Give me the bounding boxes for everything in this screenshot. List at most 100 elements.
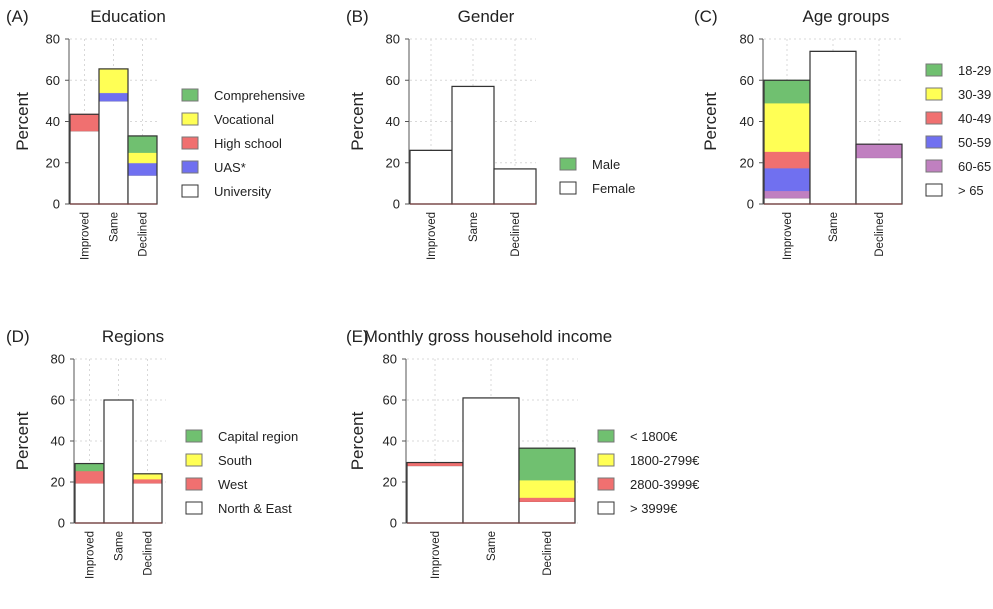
y-tick-label: 40 [740, 114, 754, 129]
y-tick-label: 20 [386, 155, 400, 170]
bar-segment-60-65-declined [855, 143, 903, 159]
bar-segment-uas-same [98, 92, 129, 102]
bar-segment-30-39-improved [763, 102, 811, 152]
x-tick-label-same: Same [109, 212, 121, 242]
chart-panel-1: 0 20 40 60 80 Improved Same Declined Percent (B) G… [346, 7, 635, 260]
bar-segment-uas-declined [127, 162, 158, 176]
bar-segment-2800-3999-declined [518, 496, 576, 502]
bar-segment-vocational-same [98, 68, 129, 94]
chart-title: Education [90, 7, 166, 26]
chart-title: Regions [102, 327, 164, 346]
legend-swatch-capital-region [185, 429, 203, 443]
legend-label-female: Female [592, 181, 635, 196]
bar-segment-vocational-declined [127, 151, 158, 164]
y-tick-label: 20 [740, 155, 754, 170]
y-tick-label: 0 [53, 197, 60, 212]
chart-title: Age groups [803, 7, 890, 26]
x-tick-label-declined: Declined [510, 212, 522, 257]
bar-segment-65-improved [763, 197, 811, 205]
y-tick-label: 40 [51, 434, 65, 449]
x-tick-label-improved: Improved [85, 531, 97, 579]
legend-swatch-comprehensive [181, 88, 199, 102]
legend-swatch-west [185, 477, 203, 491]
legend-swatch-50-59 [925, 135, 943, 149]
legend-swatch-university [181, 184, 199, 198]
legend-swatch-2800-3999 [597, 477, 615, 491]
y-axis-label: Percent [13, 411, 32, 470]
chart-title: Gender [458, 7, 515, 26]
legend-label-50-59: 50-59 [958, 135, 991, 150]
y-tick-label: 0 [393, 197, 400, 212]
y-tick-label: 40 [383, 434, 397, 449]
x-tick-label-same: Same [486, 531, 498, 561]
y-tick-label: 20 [383, 475, 397, 490]
y-axis-label: Percent [348, 411, 367, 470]
legend-swatch-65 [925, 183, 943, 197]
legend-label-male: Male [592, 157, 620, 172]
x-tick-label-declined: Declined [143, 531, 155, 576]
x-tick-label-declined: Declined [874, 212, 886, 257]
bar-segment-high-school-improved [69, 113, 100, 132]
bar-segment-west-declined [132, 478, 163, 484]
bar-segment-west-improved [74, 470, 105, 484]
y-tick-label: 40 [46, 114, 60, 129]
bar-segment-capital-region-improved [74, 463, 105, 472]
legend-swatch-60-65 [925, 159, 943, 173]
legend-swatch-1800 [597, 429, 615, 443]
legend-swatch-female [559, 181, 577, 195]
y-tick-label: 60 [383, 393, 397, 408]
y-tick-label: 60 [46, 73, 60, 88]
bar-segment-university-same [98, 100, 129, 205]
legend-label-60-65: 60-65 [958, 159, 991, 174]
panel-label: (A) [6, 7, 29, 26]
legend-label-south: South [218, 453, 252, 468]
legend-label-65: > 65 [958, 183, 984, 198]
panel-label: (E) [346, 327, 369, 346]
legend-swatch-north-east [185, 501, 203, 515]
legend-swatch-18-29 [925, 63, 943, 77]
y-tick-label: 60 [386, 73, 400, 88]
x-tick-label-same: Same [114, 531, 126, 561]
y-tick-label: 80 [386, 32, 400, 47]
legend-swatch-south [185, 453, 203, 467]
y-tick-label: 60 [740, 73, 754, 88]
bar-segment-female-same [451, 85, 495, 205]
x-tick-label-declined: Declined [542, 531, 554, 576]
bar-segment-comprehensive-declined [127, 135, 158, 153]
y-tick-label: 80 [46, 32, 60, 47]
bar-segment-65-same [809, 50, 857, 205]
legend-label-vocational: Vocational [214, 112, 274, 127]
x-tick-label-improved: Improved [80, 212, 92, 260]
legend-swatch-3999 [597, 501, 615, 515]
legend-label-capital-region: Capital region [218, 429, 298, 444]
legend-label-1800: < 1800€ [630, 429, 678, 444]
bar-segment-1800-declined [518, 447, 576, 481]
bar-segment-65-declined [855, 157, 903, 205]
y-tick-label: 80 [51, 352, 65, 367]
bar-segment-university-declined [127, 174, 158, 205]
bar-segment-north-east-improved [74, 482, 105, 524]
legend-swatch-male [559, 157, 577, 171]
legend-label-1800-2799: 1800-2799€ [630, 453, 700, 468]
legend-label-comprehensive: Comprehensive [214, 88, 305, 103]
bar-segment-north-east-declined [132, 482, 163, 524]
legend-label-high-school: High school [214, 136, 282, 151]
chart-panel-0: 0 20 40 60 80 Improved Same Declined Percent (A) E… [6, 7, 305, 260]
legend-label-university: University [214, 184, 272, 199]
bar-segment-south-declined [132, 473, 163, 480]
y-tick-label: 20 [51, 475, 65, 490]
y-tick-label: 40 [386, 114, 400, 129]
y-tick-label: 80 [740, 32, 754, 47]
chart-title: Monthly gross household income [364, 327, 613, 346]
x-tick-label-improved: Improved [782, 212, 794, 260]
panel-label: (C) [694, 7, 718, 26]
y-tick-label: 0 [390, 516, 397, 531]
legend-label-3999: > 3999€ [630, 501, 678, 516]
x-tick-label-same: Same [828, 212, 840, 242]
legend-label-40-49: 40-49 [958, 111, 991, 126]
bar-segment-female-improved [409, 149, 453, 205]
y-axis-label: Percent [701, 92, 720, 151]
bar-segment-60-65-improved [763, 190, 811, 199]
